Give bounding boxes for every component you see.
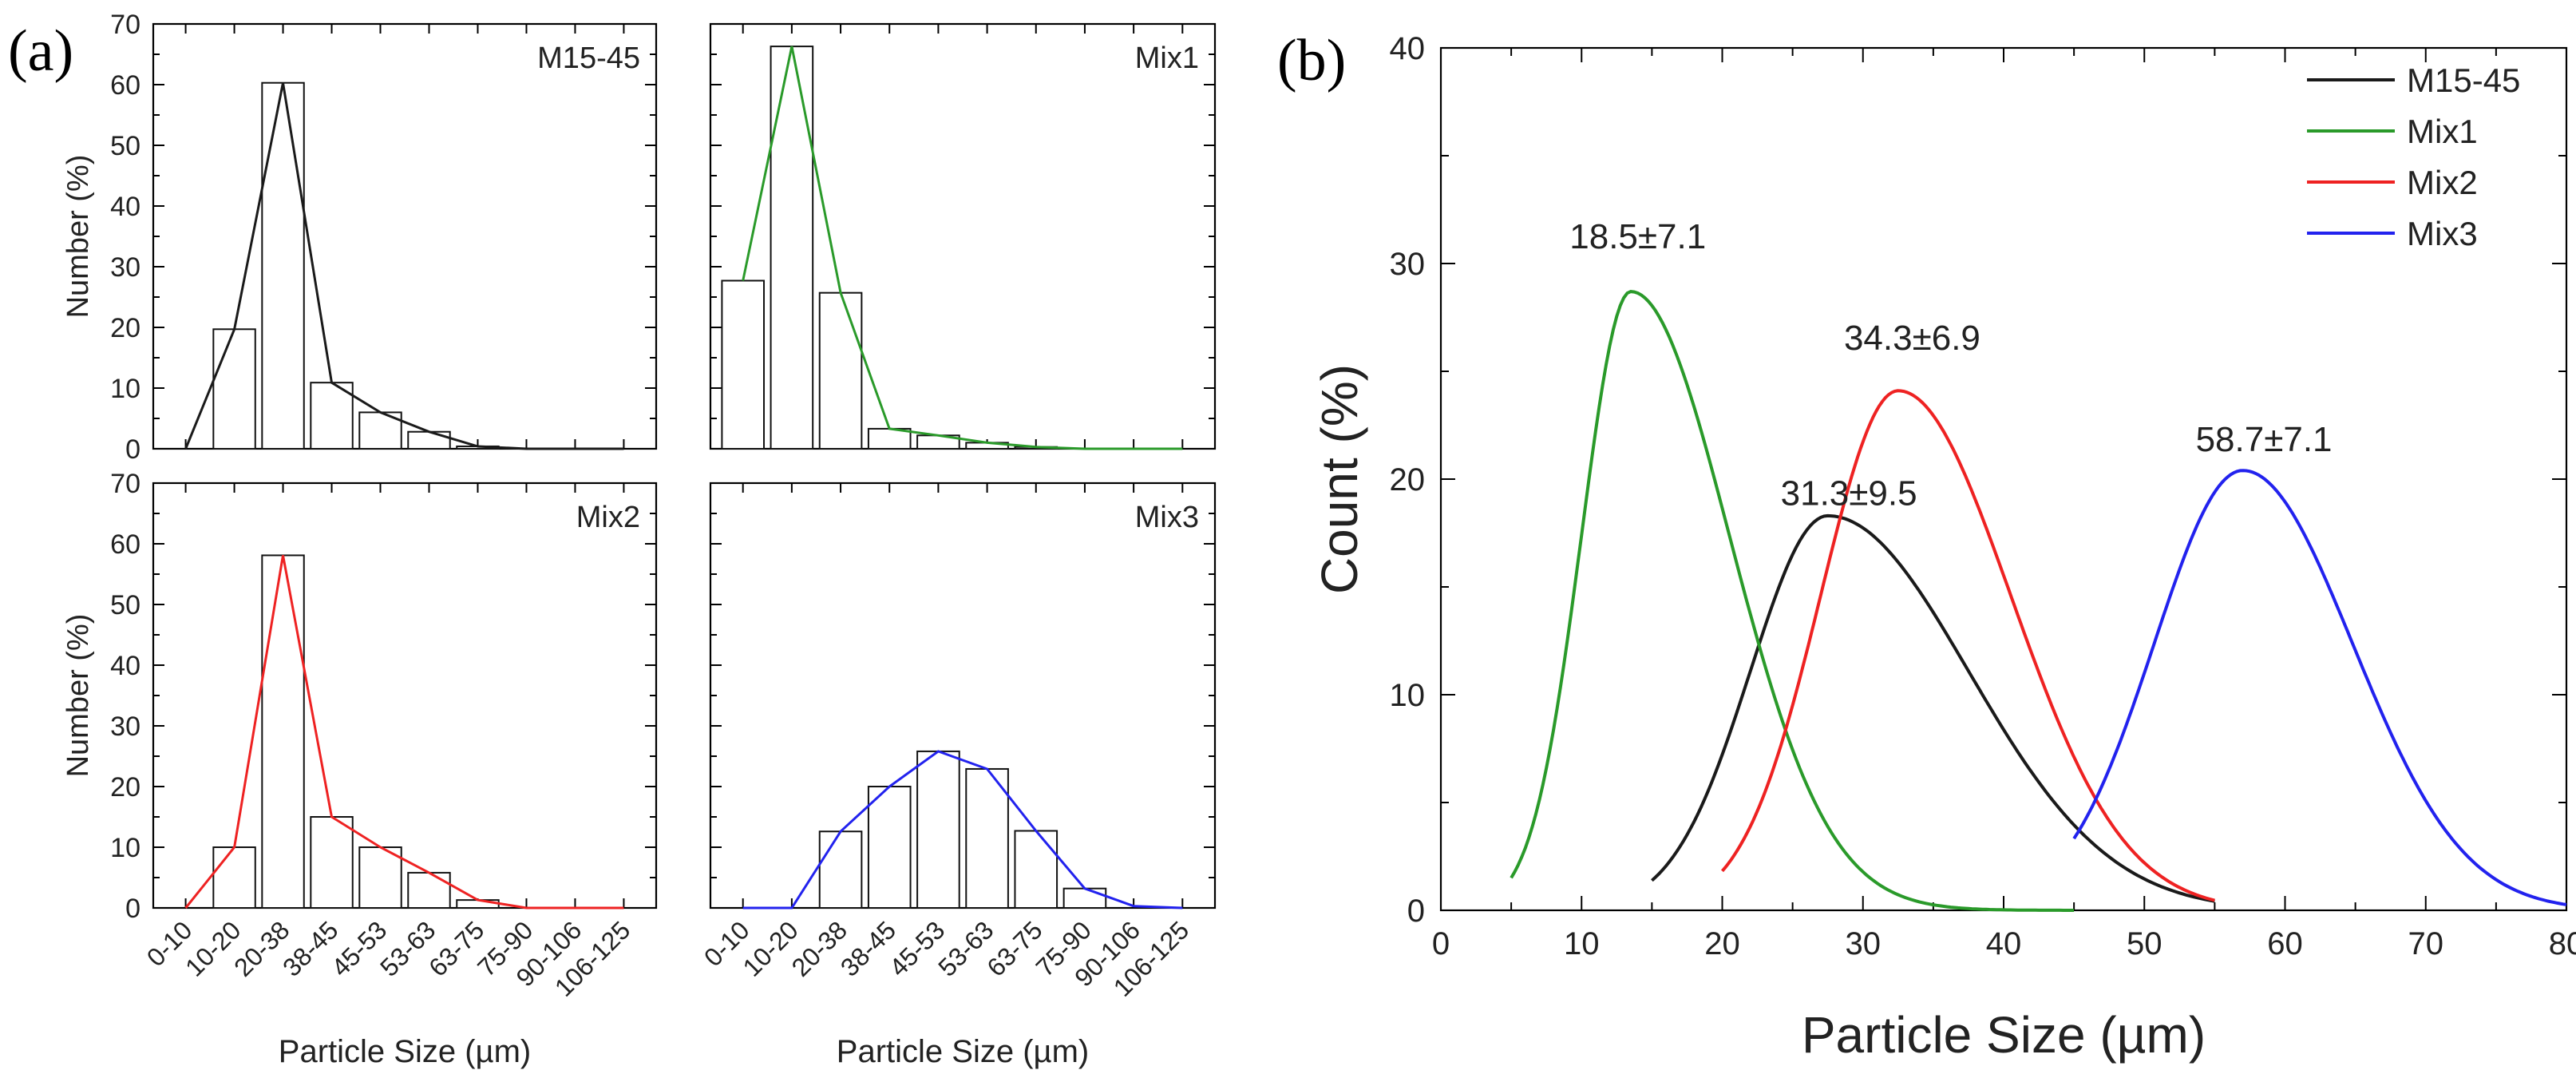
histogram-bar <box>358 846 402 909</box>
series-curve <box>1510 290 2075 912</box>
y-tick-label: 10 <box>1390 678 1426 713</box>
histogram-bar <box>965 767 1009 910</box>
x-tick-label: 30 <box>1846 926 1882 961</box>
histogram-bar <box>770 46 814 450</box>
y-tick-label: 40 <box>110 192 140 222</box>
histogram-bar <box>721 279 766 450</box>
peak-annotation: 58.7±7.1 <box>2196 420 2333 459</box>
legend-label: Mix2 <box>2407 164 2478 201</box>
series-curve <box>1720 389 2215 902</box>
y-tick-label: 10 <box>110 374 140 404</box>
y-axis-title: Count (%) <box>1311 364 1368 594</box>
x-tick-label: 20-38 <box>786 915 853 981</box>
x-tick-label: 53-63 <box>932 915 999 981</box>
y-axis-title: Number (%) <box>61 155 95 319</box>
x-axis-title: Particle Size (µm) <box>279 1034 531 1069</box>
histogram-bar <box>407 871 451 910</box>
plot-frame <box>152 482 658 910</box>
sample-label: M15-45 <box>537 42 640 75</box>
x-tick-label: 60 <box>2267 926 2303 961</box>
y-tick-label: 30 <box>110 252 140 283</box>
y-tick-label: 20 <box>110 313 140 343</box>
plot-frame <box>1439 46 2568 912</box>
x-tick-label: 10-20 <box>180 915 246 981</box>
histogram-panel: Mix1 <box>709 22 1217 450</box>
x-tick-label: 45-53 <box>884 915 950 981</box>
x-tick-label: 20 <box>1704 926 1740 961</box>
panel-b-tag: (b) <box>1277 28 1346 93</box>
x-tick-label: 0 <box>1432 926 1450 961</box>
x-tick-label: 45-53 <box>326 915 392 981</box>
panel-a-tag: (a) <box>8 18 73 84</box>
y-axis-title: Number (%) <box>61 614 95 778</box>
peak-annotation: 34.3±6.9 <box>1844 319 1980 358</box>
histogram-bar <box>212 328 256 450</box>
peak-annotation: 31.3±9.5 <box>1781 474 1917 513</box>
histogram-bar <box>867 427 912 450</box>
y-tick-label: 60 <box>110 70 140 101</box>
histogram-bar <box>407 430 451 450</box>
y-tick-label: 10 <box>110 833 140 863</box>
peak-annotation: 18.5±7.1 <box>1569 217 1706 256</box>
y-tick-label: 50 <box>110 590 140 620</box>
histogram-bar <box>310 816 354 909</box>
y-tick-label: 20 <box>110 772 140 803</box>
y-tick-label: 40 <box>1390 31 1426 66</box>
y-tick-label: 0 <box>1407 894 1425 929</box>
x-tick-label: 50 <box>2127 926 2162 961</box>
frequency-polygon-line <box>742 46 1183 450</box>
histogram-bar <box>867 786 912 909</box>
frequency-polygon-line <box>742 750 1183 910</box>
histogram-panel: 0 10 20 30 40 50 60 70 M15-45 Number (%) <box>61 10 658 465</box>
y-tick-label: 70 <box>110 10 140 40</box>
histogram-bar <box>818 291 863 450</box>
legend-label: Mix3 <box>2407 215 2478 252</box>
histogram-bar <box>261 81 305 450</box>
sample-label: Mix1 <box>1135 42 1199 75</box>
x-tick-label: 38-45 <box>277 915 343 981</box>
x-tick-label: 20-38 <box>228 915 295 981</box>
sample-label: Mix3 <box>1135 501 1199 534</box>
frequency-polygon-line <box>184 555 624 910</box>
histogram-bar <box>818 830 863 909</box>
legend-label: M15-45 <box>2407 61 2520 99</box>
y-tick-label: 30 <box>110 711 140 742</box>
y-tick-label: 0 <box>125 434 140 465</box>
sample-label: Mix2 <box>576 501 640 534</box>
series-curve <box>2072 469 2567 906</box>
y-tick-label: 30 <box>1390 247 1426 282</box>
x-tick-label: 70 <box>2408 926 2444 961</box>
plot-frame <box>709 482 1217 910</box>
histogram-bar <box>1062 887 1107 910</box>
y-tick-label: 50 <box>110 131 140 161</box>
x-tick-label: 10-20 <box>738 915 804 981</box>
histogram-bar <box>310 382 354 450</box>
x-tick-label: 10 <box>1564 926 1600 961</box>
x-tick-label: 63-75 <box>423 915 489 981</box>
panel-b-distribution-chart: 0 10 20 30 40 50 60 70 80 0 10 20 30 40 18.5±7.1 34.3±6… <box>1311 31 2576 1064</box>
legend-label: Mix1 <box>2407 113 2478 150</box>
histogram-panel: Mix30-1010-2020-3838-4545-5353-6363-7575… <box>698 482 1217 1069</box>
histogram-bar <box>1014 830 1058 909</box>
x-axis-title: Particle Size (µm) <box>837 1034 1089 1069</box>
x-tick-label: 80 <box>2549 926 2576 961</box>
frequency-polygon-line <box>184 82 624 450</box>
y-tick-label: 0 <box>125 894 140 924</box>
y-tick-label: 40 <box>110 651 140 681</box>
histogram-bar <box>916 750 960 909</box>
x-tick-label: 53-63 <box>374 915 441 981</box>
histogram-bar <box>261 554 305 909</box>
y-tick-label: 20 <box>1390 462 1426 497</box>
x-tick-label: 40 <box>1986 926 2022 961</box>
x-axis-title: Particle Size (µm) <box>1802 1006 2206 1064</box>
histogram-bar <box>212 846 256 909</box>
y-tick-label: 70 <box>110 469 140 499</box>
series-curve <box>1651 513 2215 903</box>
x-tick-label: 38-45 <box>835 915 901 981</box>
y-tick-label: 60 <box>110 529 140 560</box>
x-tick-label: 63-75 <box>981 915 1047 981</box>
panel-a-histograms: 0 10 20 30 40 50 60 70 M15-45 Number (%) Mix1 0 10 20… <box>61 10 1217 1069</box>
